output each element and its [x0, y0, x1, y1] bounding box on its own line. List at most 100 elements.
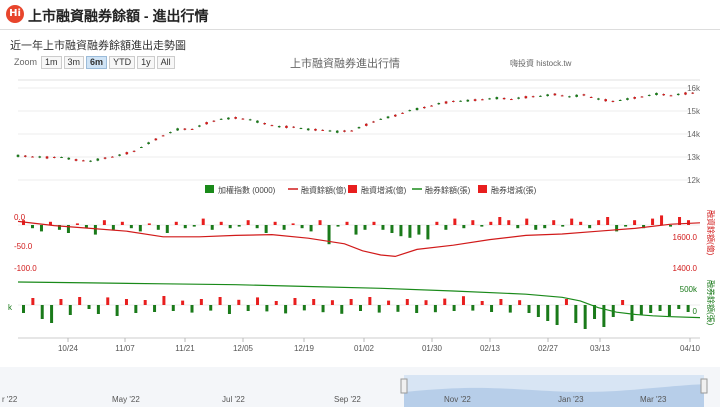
index-candle — [299, 128, 303, 130]
margin-change-bar — [480, 225, 484, 227]
margin-change-bar — [498, 217, 502, 225]
navigator-date-label: Jul '22 — [222, 395, 245, 404]
index-candle — [568, 96, 571, 98]
index-candle — [270, 125, 274, 127]
short-change-bar — [518, 300, 522, 305]
legend-marker — [348, 185, 357, 193]
margin-change-bar — [399, 225, 403, 237]
zoom-all-button[interactable]: All — [156, 55, 175, 69]
x-axis-tick-label: 12/19 — [294, 344, 315, 353]
navigator-left-handle — [400, 378, 408, 394]
margin-change-bar — [93, 225, 97, 235]
navigator-date-label: May '22 — [112, 395, 140, 404]
margin-change-bar — [264, 225, 268, 233]
margin-change-bar — [435, 221, 439, 225]
index-candle — [227, 117, 230, 120]
x-axis-tick-label: 01/02 — [354, 344, 375, 353]
index-candle — [219, 118, 223, 120]
margin-change-bar — [237, 225, 241, 227]
index-candle — [647, 94, 651, 96]
short-right-tick-label: 500k — [680, 285, 698, 294]
zoom-1m-button[interactable]: 1m — [41, 55, 62, 69]
margin-change-bar — [111, 225, 115, 230]
short-change-bar — [405, 299, 409, 305]
short-change-bar — [499, 299, 503, 305]
index-candle — [205, 122, 208, 125]
margin-change-bar — [318, 220, 322, 225]
zoom-1y-button[interactable]: 1y — [137, 55, 155, 69]
index-candle — [582, 94, 586, 96]
margin-change-bar — [543, 225, 547, 229]
index-candle — [277, 126, 281, 128]
x-axis-tick-label: 03/13 — [590, 344, 611, 353]
index-candle — [546, 94, 549, 97]
chart-subtitle: 近一年上市融資融券餘額進出走勢圖 — [10, 40, 186, 52]
short-change-bar — [209, 305, 213, 311]
navigator-date-label: Nov '22 — [444, 395, 471, 404]
zoom-controls: Zoom 1m 3m 6m YTD 1y All — [14, 55, 177, 69]
short-change-bar — [50, 305, 54, 323]
index-candle — [190, 128, 194, 130]
x-axis-tick-label: 11/07 — [115, 344, 135, 353]
short-change-bar — [368, 297, 372, 305]
index-candle — [183, 128, 187, 130]
index-candle — [161, 135, 165, 137]
zoom-label: Zoom — [14, 57, 38, 67]
short-change-bar — [40, 305, 44, 319]
index-candle — [430, 105, 433, 107]
legend-item-label: 融券餘額(張) — [425, 185, 471, 195]
margin-change-bar — [156, 225, 160, 230]
zoom-ytd-button[interactable]: YTD — [109, 55, 136, 69]
legend-item-label: 融券增減(張) — [491, 185, 537, 195]
short-change-bar — [443, 298, 447, 305]
index-candle — [45, 156, 49, 159]
index-candle — [96, 158, 100, 161]
x-axis-tick-label: 11/21 — [175, 344, 195, 353]
index-candle — [510, 99, 513, 101]
short-change-bar — [527, 305, 531, 313]
index-candle — [140, 147, 143, 149]
margin-change-bar — [30, 225, 34, 229]
index-candle — [364, 123, 368, 126]
short-change-bar — [415, 305, 419, 313]
index-candle — [408, 110, 412, 112]
index-candle — [67, 157, 71, 160]
chart-credit[interactable]: 嗨投資 histock.tw — [510, 59, 572, 68]
margin-change-bar — [282, 225, 286, 230]
index-candle — [676, 93, 680, 96]
short-left-tick-label: k — [8, 303, 13, 312]
margin-change-bar — [309, 225, 313, 232]
index-candle — [16, 154, 20, 157]
x-axis-tick-label: 02/27 — [538, 344, 559, 353]
histock-logo-icon[interactable]: Hi — [6, 5, 24, 23]
margin-change-bar — [444, 225, 448, 230]
short-change-bar — [452, 305, 456, 311]
margin-change-bar — [246, 220, 250, 225]
short-change-bar — [574, 305, 578, 323]
short-change-bar — [667, 305, 671, 316]
legend-item-label: 融資增減(億) — [361, 185, 407, 195]
index-candle — [655, 92, 658, 96]
margin-change-bar — [192, 225, 196, 227]
index-candle — [60, 157, 63, 159]
margin-change-bar — [597, 220, 601, 225]
margin-change-bar — [354, 225, 358, 235]
index-candle — [560, 95, 564, 97]
index-candle — [263, 123, 266, 125]
margin-change-bar — [660, 215, 664, 225]
short-change-bar — [256, 297, 260, 305]
margin-change-bar — [588, 225, 592, 229]
x-axis-tick-label: 01/30 — [422, 344, 443, 353]
short-change-bar — [68, 305, 72, 315]
zoom-3m-button[interactable]: 3m — [63, 55, 85, 69]
index-axis-tick-label: 13k — [687, 153, 701, 162]
short-change-bar — [312, 299, 316, 305]
zoom-6m-button[interactable]: 6m — [86, 55, 108, 69]
margin-change-bar — [219, 221, 223, 225]
margin-change-bar — [561, 225, 565, 227]
margin-trading-chart[interactable]: 12k 13k 14k 15k 16k 加權指數 (0000) 融資餘額(億) 融資增減(億)… — [0, 70, 720, 407]
index-candle — [306, 128, 310, 131]
short-change-bar — [471, 305, 475, 311]
index-candle — [343, 130, 346, 132]
index-candle — [285, 125, 288, 128]
